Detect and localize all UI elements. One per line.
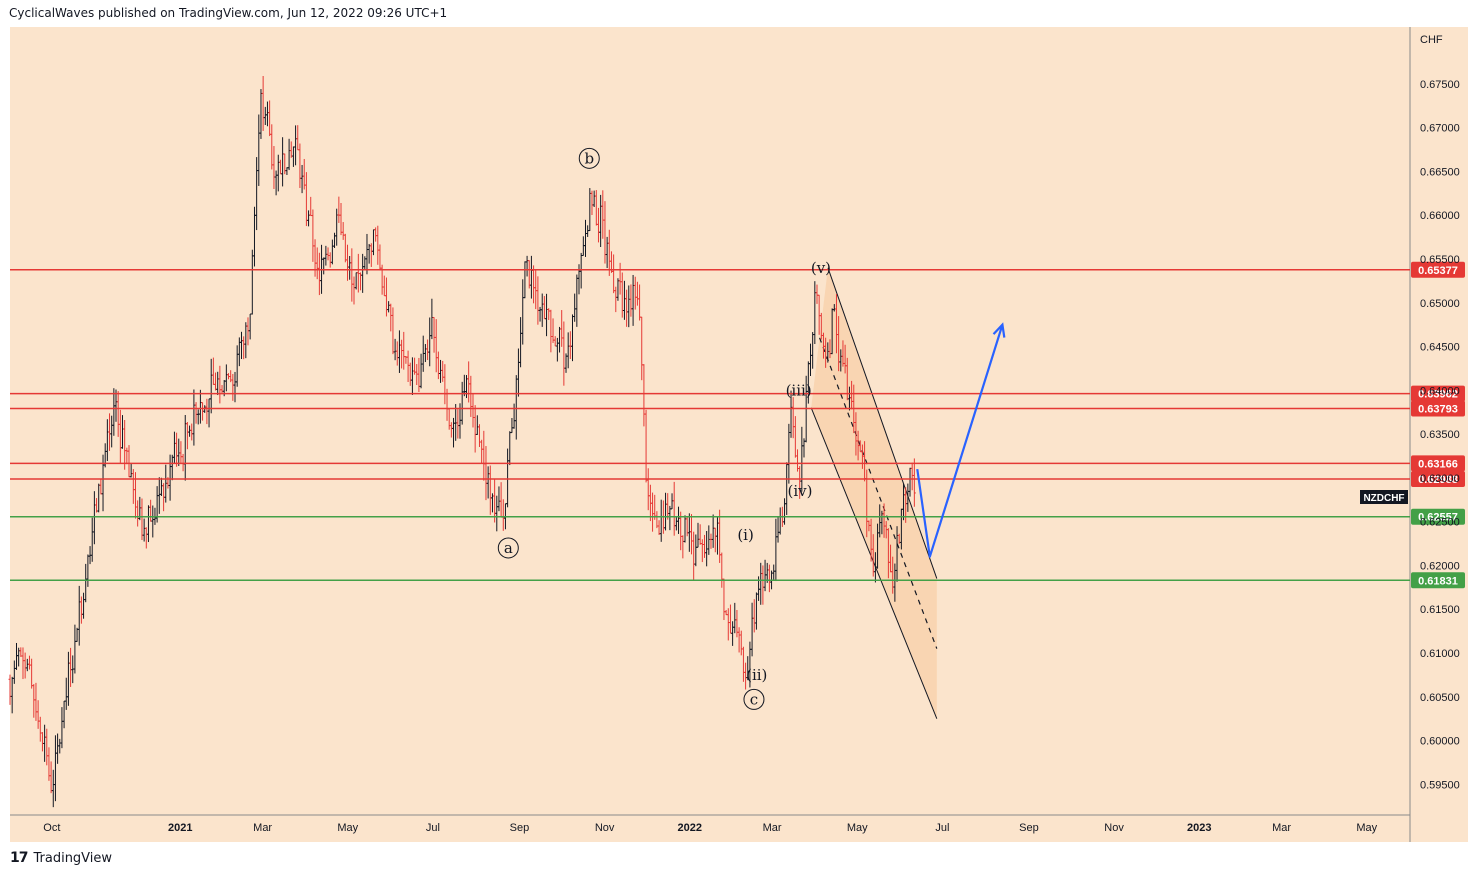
y-tick-label: 0.67500: [1420, 79, 1460, 91]
y-tick-label: 0.65000: [1420, 298, 1460, 310]
price-tag: [1411, 455, 1465, 472]
price-bars: [8, 76, 916, 808]
price-tag-label: 0.65377: [1418, 265, 1458, 277]
x-tick-label: May: [1356, 822, 1377, 834]
y-tick-label: 0.62500: [1420, 517, 1460, 529]
y-tick-label: 0.62000: [1420, 560, 1460, 572]
channel-fill: [811, 267, 937, 719]
plot-background: [10, 27, 1410, 815]
projection-path: [916, 324, 1004, 558]
price-tag-label: 0.63962: [1418, 389, 1458, 401]
y-tick-label: 0.65500: [1420, 254, 1460, 266]
price-tag: [1411, 385, 1465, 402]
symbol-label: NZDCHF: [1363, 493, 1404, 504]
x-tick-label: Sep: [1019, 822, 1039, 834]
brand-name: TradingView: [33, 850, 113, 866]
y-tick-label: 0.66500: [1420, 166, 1460, 178]
x-tick-label: May: [847, 822, 868, 834]
wave-label: (iv): [788, 482, 813, 500]
horizontal-levels[interactable]: 0.65377 0.63962 0.63793 0.63166 0.62988 0.625…: [10, 261, 1465, 589]
y-tick-label: 0.66000: [1420, 210, 1460, 222]
x-tick-label: 2023: [1187, 822, 1211, 834]
y-tick-label: 0.64500: [1420, 342, 1460, 354]
y-tick-label: 0.63500: [1420, 429, 1460, 441]
tradingview-logo-icon: 17: [10, 850, 29, 866]
x-tick-label: Mar: [253, 822, 272, 834]
price-tag: [1411, 400, 1465, 417]
currency-label: CHF: [1420, 34, 1443, 46]
channel-upper-line: [827, 267, 938, 579]
price-tag-label: 0.63793: [1418, 403, 1458, 415]
channel-lower-line: [810, 407, 938, 719]
ohlc-bar: [912, 458, 916, 507]
price-tag-label: 0.63166: [1418, 458, 1458, 470]
y-tick-label: 0.63000: [1420, 473, 1460, 485]
x-tick-label: Sep: [510, 822, 530, 834]
x-tick-label: Oct: [43, 822, 60, 834]
x-tick-label: Nov: [595, 822, 615, 834]
wave-label: (v): [811, 259, 831, 277]
wave-circle: [578, 147, 600, 169]
x-tick-label: Mar: [763, 822, 782, 834]
y-tick-label: 0.67000: [1420, 123, 1460, 135]
footer-branding: 17 TradingView: [10, 850, 112, 866]
x-tick-label: Mar: [1272, 822, 1291, 834]
y-tick-label: 0.61000: [1420, 648, 1460, 660]
price-tag: [1411, 261, 1465, 278]
wave-circle: [497, 537, 519, 559]
price-tag: [1411, 470, 1465, 487]
price-tag: [1411, 572, 1465, 589]
wave-label: (iii): [786, 381, 812, 399]
wave-label: (ii): [746, 666, 767, 684]
y-tick-label: 0.59500: [1420, 779, 1460, 791]
wave-circle: [743, 688, 765, 710]
publish-info: CyclicalWaves published on TradingView.c…: [9, 6, 448, 20]
x-tick-label: Jul: [935, 822, 949, 834]
x-tick-label: Jul: [426, 822, 440, 834]
price-tag-label: 0.62988: [1418, 474, 1458, 486]
wave-label-c: c: [750, 690, 758, 708]
price-scale-background: [1410, 27, 1468, 842]
time-scale-background: [10, 815, 1410, 842]
projection-layer: [916, 322, 1006, 558]
y-tick-label: 0.60000: [1420, 736, 1460, 748]
arrow-head-icon: [992, 322, 1006, 338]
symbol-tag: NZDCHF: [1360, 490, 1408, 504]
y-tick-label: 0.61500: [1420, 604, 1460, 616]
x-tick-label: Nov: [1104, 822, 1124, 834]
price-tag: [1411, 508, 1465, 525]
wave-labels: a b c (i) (ii) (iii) (iv) (v): [497, 147, 831, 710]
wave-label: (i): [737, 526, 754, 544]
wave-label-b: b: [584, 149, 594, 167]
wave-label-a: a: [504, 539, 513, 557]
x-tick-label: 2021: [168, 822, 192, 834]
price-tag-label: 0.61831: [1418, 575, 1458, 587]
y-tick-label: 0.64000: [1420, 385, 1460, 397]
x-tick-label: 2022: [678, 822, 702, 834]
y-axis: 0.67500 0.67000 0.66500 0.66000 0.65500 0.650…: [1420, 79, 1460, 791]
x-tick-label: May: [337, 822, 358, 834]
x-axis: Oct 2021 Mar May Jul Sep Nov 2022 Mar May Jul Sep No…: [43, 822, 1377, 834]
y-tick-label: 0.60500: [1420, 692, 1460, 704]
price-tag-label: 0.62557: [1418, 512, 1458, 524]
channel-layer: [810, 267, 938, 719]
